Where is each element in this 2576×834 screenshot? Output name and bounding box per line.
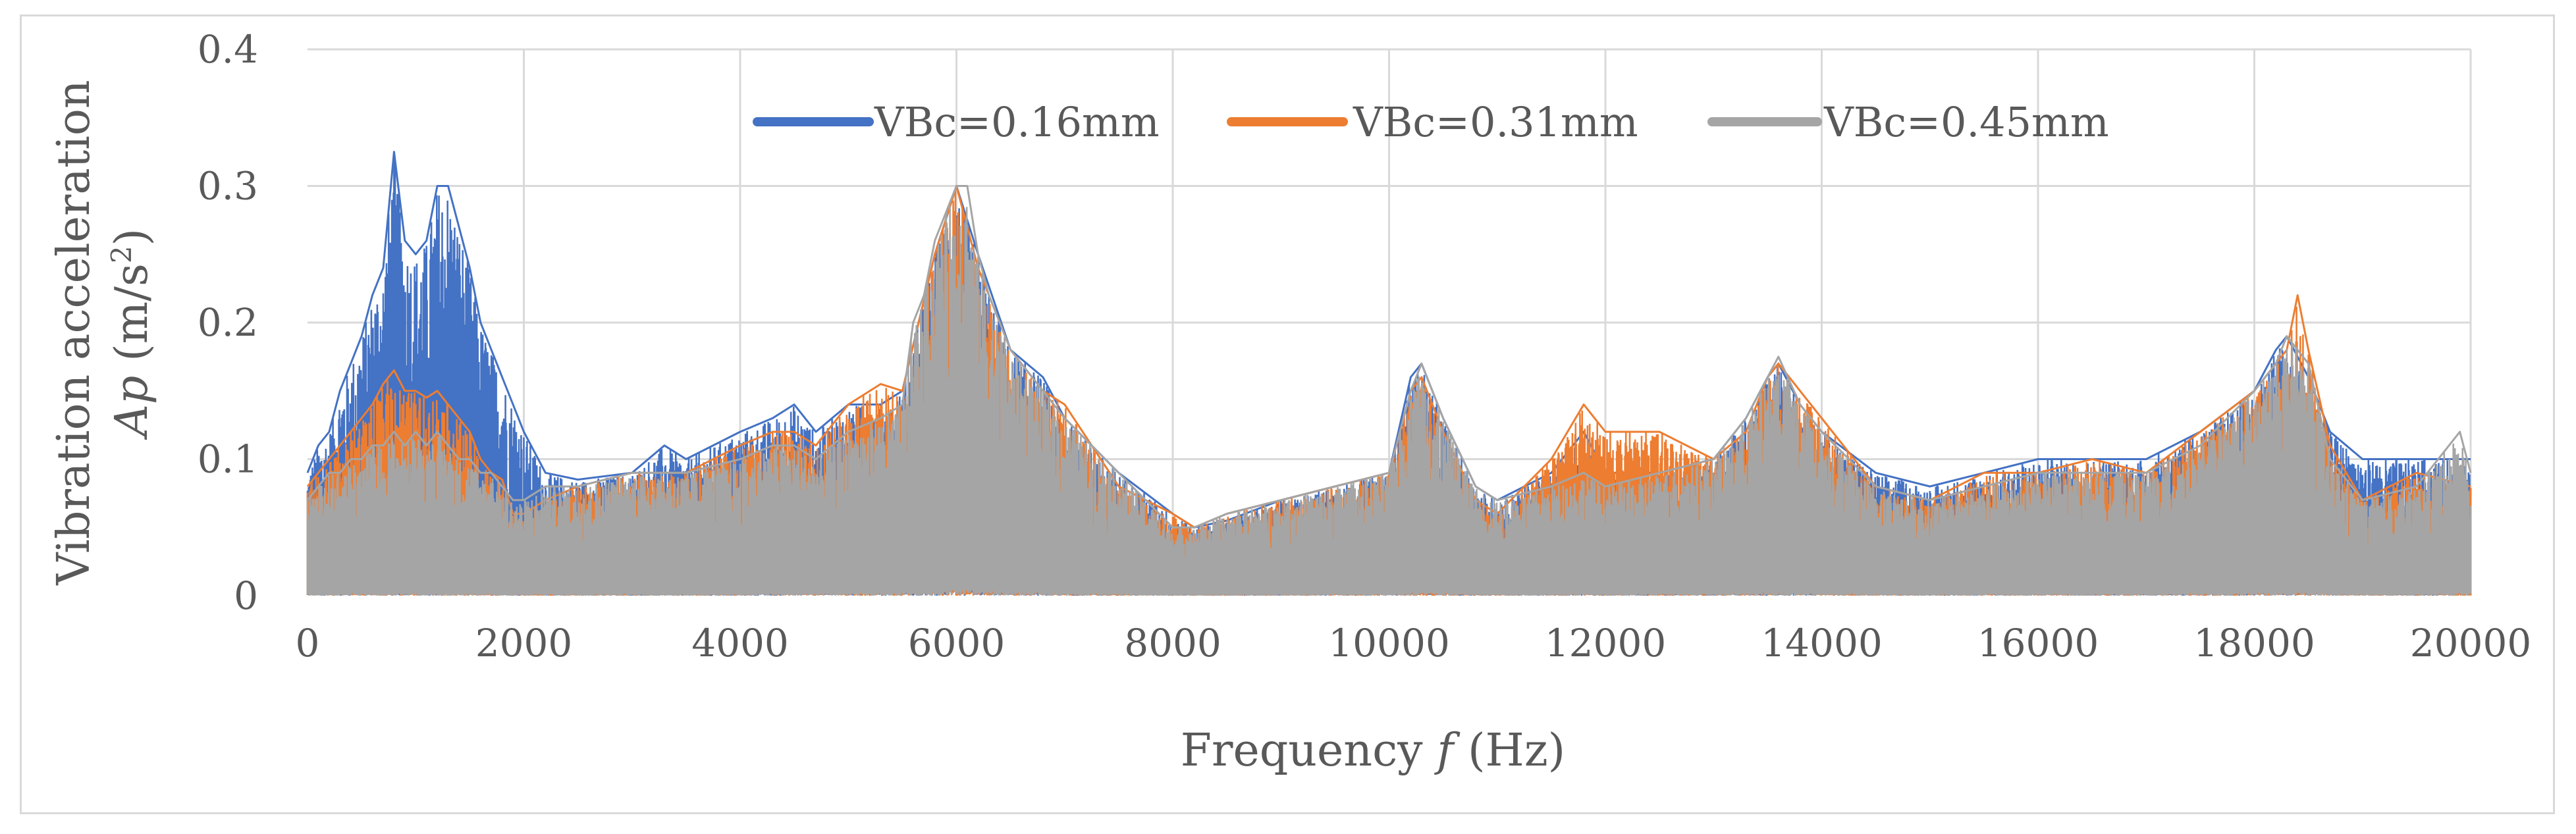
legend: VBc=0.16mm VBc=0.31mm VBc=0.45mm xyxy=(753,98,2109,146)
chart-frame xyxy=(20,14,2555,814)
x-tick-label: 18000 xyxy=(2193,621,2315,665)
y-tick-label: 0.2 xyxy=(198,300,258,345)
x-tick-label: 6000 xyxy=(908,621,1006,665)
x-tick-label: 4000 xyxy=(691,621,789,665)
x-tick-label: 10000 xyxy=(1328,621,1450,665)
y-tick-label: 0.1 xyxy=(198,437,258,482)
x-tick-label: 20000 xyxy=(2410,621,2532,665)
x-tick-label: 16000 xyxy=(1977,621,2099,665)
x-tick-label: 0 xyxy=(296,621,320,665)
y-tick-label: 0 xyxy=(234,573,258,618)
legend-item-vbc-016: VBc=0.16mm xyxy=(753,98,1160,146)
x-tick-label: 12000 xyxy=(1545,621,1667,665)
x-tick-label: 2000 xyxy=(475,621,573,665)
y-tick-label: 0.3 xyxy=(198,164,258,209)
y-axis-title-line2: Ap (m/s2) xyxy=(105,228,158,440)
x-tick-label: 14000 xyxy=(1761,621,1883,665)
y-axis-title-line1: Vibration acceleration xyxy=(48,80,100,585)
series-peak-VBc=0.31mm xyxy=(306,185,2471,529)
series-layer xyxy=(306,151,2472,596)
legend-label-vbc-045: VBc=0.45mm xyxy=(1823,98,2109,146)
legend-label-vbc-031: VBc=0.31mm xyxy=(1353,98,1638,146)
x-tick-label: 8000 xyxy=(1124,621,1221,665)
y-axis-title: Vibration acceleration Ap (m/s2) xyxy=(48,80,158,585)
legend-label-vbc-016: VBc=0.16mm xyxy=(874,98,1160,146)
x-axis-title: Frequency f (Hz) xyxy=(1181,725,1565,777)
y-tick-label: 0.4 xyxy=(198,27,258,72)
series-peak-VBc=0.45mm xyxy=(306,185,2472,529)
legend-item-vbc-045: VBc=0.45mm xyxy=(1707,98,2109,146)
x-axis-ticks: 0 2000 4000 6000 8000 10000 12000 14000 16000 180… xyxy=(296,621,2532,665)
y-axis-ticks: 0 0.1 0.2 0.3 0.4 xyxy=(198,27,258,618)
series-VBc=0.45mm xyxy=(306,205,2472,596)
legend-item-vbc-031: VBc=0.31mm xyxy=(1227,98,1638,146)
